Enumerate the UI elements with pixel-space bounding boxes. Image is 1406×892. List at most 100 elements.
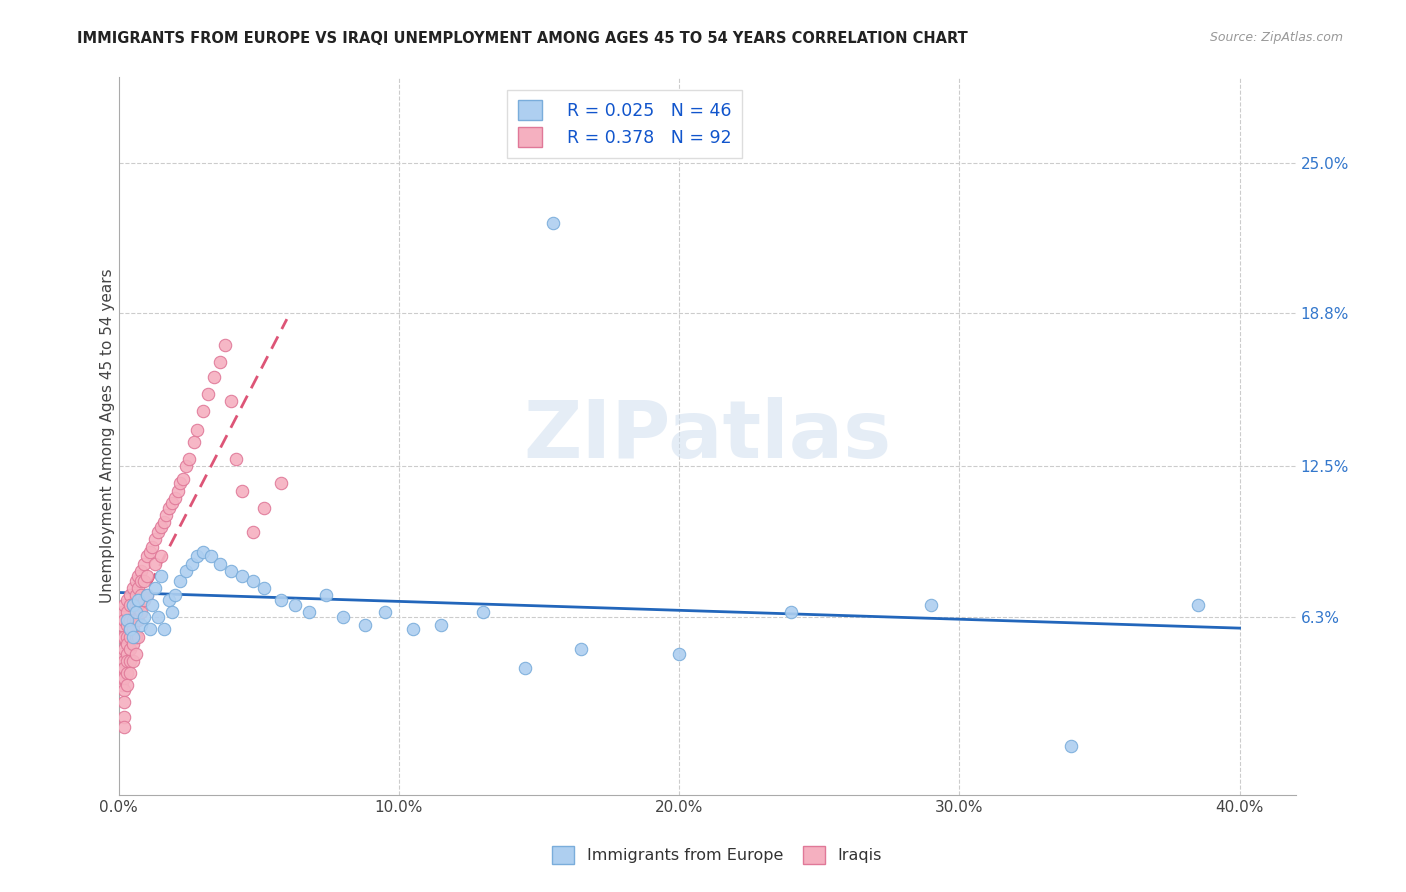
Point xyxy=(112,683,135,698)
Point xyxy=(124,613,146,627)
Point xyxy=(112,654,135,668)
Point xyxy=(160,605,183,619)
Point xyxy=(163,588,186,602)
Point xyxy=(115,637,138,651)
Point xyxy=(402,623,425,637)
Y-axis label: Unemployment Among Ages 45 to 54 years: Unemployment Among Ages 45 to 54 years xyxy=(100,268,115,603)
Point xyxy=(115,617,138,632)
Point xyxy=(129,574,152,588)
Text: Source: ZipAtlas.com: Source: ZipAtlas.com xyxy=(1209,31,1343,45)
Point xyxy=(157,593,180,607)
Point xyxy=(541,216,564,230)
Point xyxy=(118,613,141,627)
Point xyxy=(169,476,191,491)
Point xyxy=(270,593,292,607)
Point xyxy=(127,630,149,644)
Point xyxy=(135,569,157,583)
Point xyxy=(127,613,149,627)
Point xyxy=(135,588,157,602)
Point xyxy=(124,588,146,602)
Point xyxy=(118,641,141,656)
Point xyxy=(129,605,152,619)
Point xyxy=(121,598,143,612)
Point xyxy=(141,540,163,554)
Point xyxy=(183,435,205,450)
Point xyxy=(110,647,132,661)
Point xyxy=(569,641,592,656)
Point xyxy=(315,588,337,602)
Point xyxy=(219,564,242,578)
Point xyxy=(112,710,135,724)
Point xyxy=(219,393,242,408)
Point xyxy=(298,605,321,619)
Point xyxy=(253,581,276,595)
Point xyxy=(166,483,188,498)
Point xyxy=(143,557,166,571)
Point xyxy=(152,623,174,637)
Point xyxy=(152,516,174,530)
Point xyxy=(110,617,132,632)
Point xyxy=(124,647,146,661)
Point xyxy=(242,525,264,540)
Point xyxy=(132,557,155,571)
Point xyxy=(172,472,194,486)
Point xyxy=(121,637,143,651)
Point xyxy=(115,666,138,681)
Point xyxy=(177,452,200,467)
Point xyxy=(110,678,132,692)
Point xyxy=(124,630,146,644)
Point xyxy=(118,598,141,612)
Point xyxy=(112,720,135,734)
Point xyxy=(118,623,141,637)
Point xyxy=(132,574,155,588)
Point xyxy=(141,598,163,612)
Point xyxy=(135,588,157,602)
Point xyxy=(118,588,141,602)
Point xyxy=(191,544,214,558)
Text: IMMIGRANTS FROM EUROPE VS IRAQI UNEMPLOYMENT AMONG AGES 45 TO 54 YEARS CORRELATI: IMMIGRANTS FROM EUROPE VS IRAQI UNEMPLOY… xyxy=(77,31,969,46)
Point xyxy=(115,613,138,627)
Point xyxy=(513,661,536,675)
Point xyxy=(270,476,292,491)
Point xyxy=(231,483,253,498)
Point xyxy=(112,641,135,656)
Point xyxy=(242,574,264,588)
Point xyxy=(112,695,135,709)
Point xyxy=(112,613,135,627)
Point xyxy=(208,557,231,571)
Point xyxy=(253,500,276,515)
Point xyxy=(146,525,169,540)
Point xyxy=(118,666,141,681)
Point xyxy=(112,598,135,612)
Point xyxy=(115,605,138,619)
Point xyxy=(110,605,132,619)
Point xyxy=(920,598,942,612)
Point xyxy=(110,671,132,685)
Legend: Immigrants from Europe, Iraqis: Immigrants from Europe, Iraqis xyxy=(546,839,889,871)
Point xyxy=(121,623,143,637)
Point xyxy=(1187,598,1209,612)
Point xyxy=(112,671,135,685)
Point xyxy=(186,423,208,437)
Point xyxy=(115,647,138,661)
Point xyxy=(129,564,152,578)
Point xyxy=(354,617,377,632)
Point xyxy=(668,647,690,661)
Point xyxy=(118,623,141,637)
Point xyxy=(163,491,186,505)
Point xyxy=(214,338,236,352)
Point xyxy=(186,549,208,564)
Point xyxy=(124,598,146,612)
Point xyxy=(132,593,155,607)
Point xyxy=(149,520,172,534)
Point xyxy=(174,564,197,578)
Point xyxy=(127,593,149,607)
Point xyxy=(121,630,143,644)
Point xyxy=(115,593,138,607)
Point xyxy=(780,605,803,619)
Point xyxy=(160,496,183,510)
Point xyxy=(115,678,138,692)
Point xyxy=(127,598,149,612)
Text: ZIPatlas: ZIPatlas xyxy=(523,397,891,475)
Point xyxy=(124,574,146,588)
